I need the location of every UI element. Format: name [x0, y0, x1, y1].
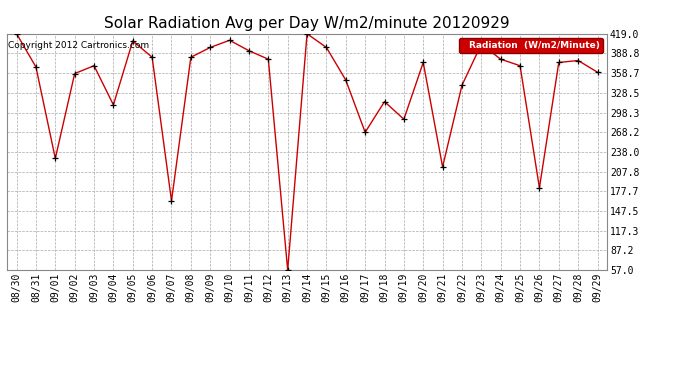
Legend: Radiation  (W/m2/Minute): Radiation (W/m2/Minute): [459, 38, 602, 53]
Title: Solar Radiation Avg per Day W/m2/minute 20120929: Solar Radiation Avg per Day W/m2/minute …: [104, 16, 510, 31]
Text: Copyright 2012 Cartronics.com: Copyright 2012 Cartronics.com: [8, 41, 149, 50]
